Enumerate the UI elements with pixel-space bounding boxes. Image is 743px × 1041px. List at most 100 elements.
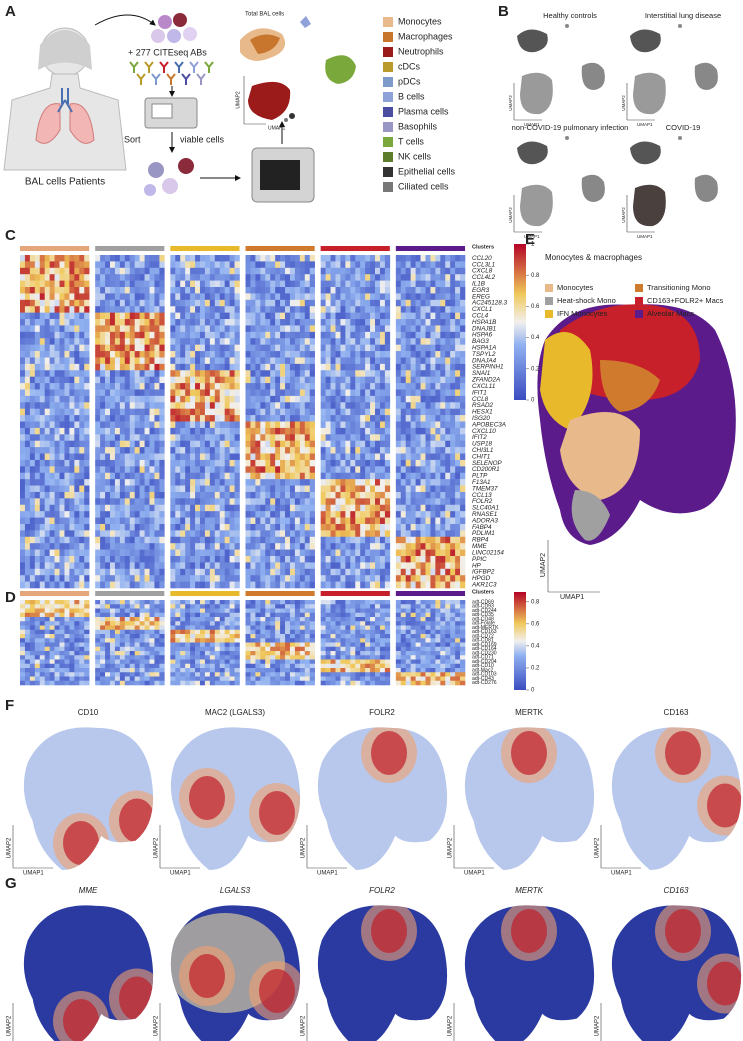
heatmap-cell bbox=[55, 409, 60, 416]
heatmap-cell bbox=[175, 479, 180, 486]
heatmap-cell bbox=[455, 486, 460, 493]
heatmap-cell bbox=[350, 466, 355, 473]
heatmap-cell bbox=[225, 306, 230, 313]
heatmap-cell bbox=[100, 492, 105, 499]
heatmap-cell bbox=[60, 325, 65, 332]
heatmap-cell bbox=[79, 454, 84, 461]
heatmap-cell bbox=[235, 364, 240, 371]
heatmap-cell bbox=[335, 313, 340, 320]
heatmap-cell bbox=[195, 370, 200, 377]
heatmap-cell bbox=[300, 486, 305, 493]
heatmap-cell bbox=[25, 668, 30, 673]
heatmap-cell bbox=[460, 447, 465, 454]
heatmap-cell bbox=[175, 377, 180, 384]
heatmap-cell bbox=[195, 293, 200, 300]
heatmap-cell bbox=[120, 447, 125, 454]
heatmap-cell bbox=[25, 511, 30, 518]
heatmap-cell bbox=[20, 634, 25, 639]
heatmap-cell bbox=[135, 647, 140, 652]
umap-blob bbox=[633, 185, 666, 226]
heatmap-cell bbox=[430, 556, 435, 563]
heatmap-cell bbox=[145, 389, 150, 396]
heatmap-cell bbox=[140, 479, 145, 486]
cluster-bar bbox=[246, 246, 315, 251]
legend-swatch bbox=[383, 17, 393, 27]
heatmap-cell bbox=[30, 325, 35, 332]
heatmap-cell bbox=[285, 415, 290, 422]
heatmap-cell bbox=[50, 274, 55, 281]
heatmap-cell bbox=[74, 518, 79, 525]
heatmap-cell bbox=[150, 530, 155, 537]
heatmap-cell bbox=[220, 550, 225, 557]
heatmap-cell bbox=[255, 274, 260, 281]
heatmap-cell bbox=[205, 422, 210, 429]
heatmap-cell bbox=[260, 511, 265, 518]
heatmap-cell bbox=[120, 300, 125, 307]
heatmap-cell bbox=[170, 261, 175, 268]
heatmap-cell bbox=[401, 255, 406, 262]
heatmap-cell bbox=[159, 447, 164, 454]
heatmap-cell bbox=[430, 287, 435, 294]
heatmap-cell bbox=[285, 479, 290, 486]
heatmap-cell bbox=[365, 524, 370, 531]
heatmap-cell bbox=[250, 364, 255, 371]
heatmap-cell bbox=[280, 409, 285, 416]
heatmap-cell bbox=[355, 300, 360, 307]
heatmap-cell bbox=[170, 345, 175, 352]
heatmap-cell bbox=[175, 383, 180, 390]
heatmap-cell bbox=[45, 672, 50, 677]
heatmap-cell bbox=[79, 313, 84, 320]
heatmap-cell bbox=[260, 505, 265, 512]
heatmap-cell bbox=[115, 364, 120, 371]
heatmap-cell bbox=[64, 422, 69, 429]
heatmap-cell bbox=[380, 402, 385, 409]
heatmap-cell bbox=[425, 505, 430, 512]
heatmap-cell bbox=[375, 543, 380, 550]
heatmap-cell bbox=[411, 396, 416, 403]
heatmap-cell bbox=[140, 268, 145, 275]
heatmap-cell bbox=[230, 460, 235, 467]
heatmap-cell bbox=[445, 409, 450, 416]
heatmap-cell bbox=[230, 556, 235, 563]
heatmap-cell bbox=[430, 332, 435, 339]
heatmap-cell bbox=[175, 434, 180, 441]
heatmap-cell bbox=[120, 543, 125, 550]
heatmap-cell bbox=[345, 338, 350, 345]
heatmap-cell bbox=[421, 550, 426, 557]
heatmap-cell bbox=[200, 473, 205, 480]
heatmap-cell bbox=[130, 511, 135, 518]
heatmap-cell bbox=[185, 281, 190, 288]
heatmap-cell bbox=[145, 319, 150, 326]
heatmap-cell bbox=[331, 447, 336, 454]
heatmap-cell bbox=[190, 293, 195, 300]
heatmap-cell bbox=[440, 466, 445, 473]
heatmap-cell bbox=[125, 473, 130, 480]
heatmap-cell bbox=[190, 582, 195, 589]
heatmap-cell bbox=[401, 530, 406, 537]
heatmap-cell bbox=[154, 364, 159, 371]
heatmap-cell bbox=[411, 274, 416, 281]
heatmap-cell bbox=[396, 492, 401, 499]
heatmap-cell bbox=[35, 647, 40, 652]
heatmap-cell bbox=[331, 287, 336, 294]
heatmap-cell bbox=[260, 338, 265, 345]
heatmap-cell bbox=[200, 402, 205, 409]
heatmap-cell bbox=[455, 345, 460, 352]
heatmap-cell bbox=[79, 600, 84, 605]
heatmap-cell bbox=[401, 460, 406, 467]
heatmap-cell bbox=[331, 383, 336, 390]
heatmap-cell bbox=[79, 479, 84, 486]
heatmap-cell bbox=[120, 377, 125, 384]
heatmap-cell bbox=[35, 364, 40, 371]
heatmap-cell bbox=[205, 473, 210, 480]
heatmap-cell bbox=[290, 556, 295, 563]
heatmap-cell bbox=[110, 600, 115, 605]
heatmap-cell bbox=[435, 537, 440, 544]
heatmap-cell bbox=[455, 511, 460, 518]
heatmap-cell bbox=[285, 255, 290, 262]
heatmap-cell bbox=[401, 422, 406, 429]
heatmap-cell bbox=[396, 325, 401, 332]
heatmap-cell bbox=[250, 582, 255, 589]
heatmap-cell bbox=[175, 402, 180, 409]
heatmap-cell bbox=[250, 505, 255, 512]
